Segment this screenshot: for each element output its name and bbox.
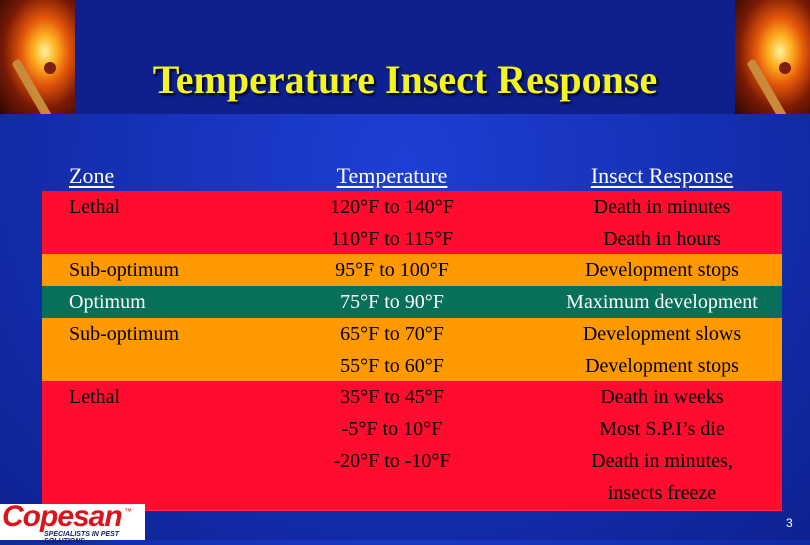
header-temperature: Temperature bbox=[336, 163, 448, 188]
table-row: insects freeze bbox=[42, 477, 782, 509]
suboptimum-cool-band bbox=[42, 318, 782, 382]
response-cell: Development slows bbox=[582, 323, 742, 345]
logo-tagline: SPECIALISTS IN PEST SOLUTIONS bbox=[44, 531, 120, 545]
response-cell: Development stops bbox=[585, 259, 739, 281]
table-row: -20°F to -10°F Death in minutes, bbox=[42, 445, 782, 477]
temperature-cell: 110°F to 115°F bbox=[330, 228, 454, 250]
slide-title: Temperature Insect Response bbox=[152, 57, 658, 102]
temperature-cell: 65°F to 70°F bbox=[340, 323, 444, 345]
temperature-cell: 35°F to 45°F bbox=[340, 386, 444, 408]
table-row: -5°F to 10°F Most S.P.I’s die bbox=[42, 413, 782, 445]
temperature-cell: 95°F to 100°F bbox=[335, 259, 449, 281]
temperature-cell: -20°F to -10°F bbox=[333, 450, 451, 472]
lethal-cold-band bbox=[42, 381, 782, 511]
zone-cell: Lethal bbox=[69, 386, 121, 408]
title-band bbox=[0, 0, 810, 114]
table-row: Lethal 120°F to 140°F Death in minutes bbox=[42, 191, 782, 223]
response-cell: Development stops bbox=[585, 355, 739, 377]
response-cell: Death in hours bbox=[603, 228, 721, 250]
header-zone: Zone bbox=[69, 163, 115, 188]
table-row: 110°F to 115°F Death in hours bbox=[42, 223, 782, 255]
response-cell: Death in weeks bbox=[600, 386, 724, 408]
temperature-cell: -5°F to 10°F bbox=[341, 418, 443, 440]
temperature-cell: 75°F to 90°F bbox=[340, 291, 444, 313]
match-flame-image bbox=[735, 0, 810, 114]
table-row: Sub-optimum 95°F to 100°F Development st… bbox=[42, 254, 782, 286]
logo-trademark: ™ bbox=[124, 507, 132, 516]
response-cell: Death in minutes bbox=[593, 196, 731, 218]
table-header: Zone Temperature Insect Response bbox=[42, 163, 782, 191]
copesan-logo: Copesan ™ SPECIALISTS IN PEST SOLUTIONS bbox=[0, 500, 145, 545]
response-cell: insects freeze bbox=[607, 482, 717, 504]
page-number: 3 bbox=[786, 516, 793, 530]
temperature-table: Zone Temperature Insect Response Lethal … bbox=[42, 163, 782, 511]
lethal-hot-band bbox=[42, 191, 782, 255]
logo-wordmark: Copesan bbox=[2, 500, 123, 533]
zone-cell: Optimum bbox=[69, 291, 146, 313]
response-cell: Maximum development bbox=[566, 291, 758, 313]
table-row: Sub-optimum 65°F to 70°F Development slo… bbox=[42, 318, 782, 350]
match-flame-image bbox=[0, 0, 75, 114]
table-row: Optimum 75°F to 90°F Maximum development bbox=[42, 286, 782, 318]
response-cell: Most S.P.I’s die bbox=[599, 418, 725, 440]
response-cell: Death in minutes, bbox=[591, 450, 733, 472]
table-row: Lethal 35°F to 45°F Death in weeks bbox=[42, 381, 782, 413]
zone-cell: Sub-optimum bbox=[69, 323, 180, 345]
temperature-cell: 120°F to 140°F bbox=[330, 196, 454, 218]
zone-cell: Sub-optimum bbox=[69, 259, 180, 281]
optimum-band bbox=[42, 286, 782, 319]
header-response: Insect Response bbox=[590, 163, 734, 188]
table-row: 55°F to 60°F Development stops bbox=[42, 350, 782, 382]
temperature-cell: 55°F to 60°F bbox=[340, 355, 444, 377]
zone-cell: Lethal bbox=[69, 196, 121, 218]
